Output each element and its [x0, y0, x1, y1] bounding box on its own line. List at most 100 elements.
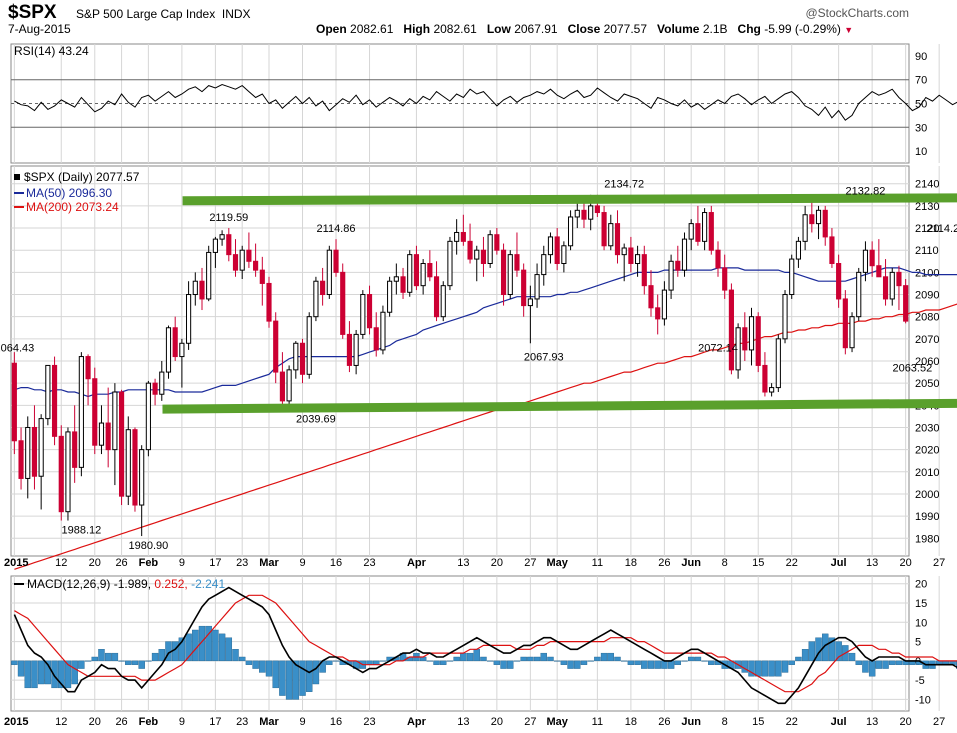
candle-body	[112, 391, 118, 451]
date-axis-label: 18	[625, 557, 637, 569]
macd-line	[13, 586, 957, 705]
candle-body	[413, 254, 420, 287]
candle-body	[903, 285, 909, 322]
candle	[145, 380, 151, 457]
date-axis-label: 20	[491, 716, 503, 728]
price-tick-label: 2000	[915, 489, 939, 501]
date-axis-label: 2015	[4, 557, 28, 569]
candle-body	[702, 212, 708, 242]
macd-histogram-bar	[801, 649, 809, 662]
candle-body	[628, 247, 634, 264]
macd-tick-label: 20	[915, 579, 927, 591]
brand-link[interactable]: @StockCharts.com	[805, 6, 909, 20]
candle	[179, 338, 185, 388]
candle-body	[165, 327, 172, 373]
macd-histogram-bar	[533, 656, 541, 662]
macd-histogram-bar	[527, 656, 534, 662]
candle-body	[467, 240, 473, 260]
candle-body	[695, 223, 701, 242]
macd-histogram-bar	[761, 660, 769, 677]
rsi-tick-label: 10	[915, 146, 927, 158]
candle-body	[380, 311, 386, 351]
candle	[836, 254, 842, 308]
macd-histogram-bar	[158, 649, 165, 662]
ma200-legend: MA(200) 2073.24	[26, 200, 119, 214]
candle	[51, 356, 58, 446]
candle-body	[360, 294, 366, 335]
candle	[507, 250, 513, 299]
candle	[554, 228, 560, 271]
date-axis-label: 9	[299, 716, 305, 728]
macd-histogram-bar	[24, 660, 31, 689]
macd-histogram-bar	[292, 660, 300, 700]
candle-body	[239, 249, 245, 271]
macd-histogram-bar	[708, 660, 715, 665]
candle	[695, 205, 701, 246]
candle-body	[393, 276, 399, 282]
candle	[346, 321, 353, 373]
date-axis-label: Mar	[259, 716, 279, 728]
macd-histogram-bar	[641, 660, 648, 669]
candle-body	[65, 431, 71, 513]
date-axis-label: 9	[179, 557, 185, 569]
rsi-legend: RSI(14) 43.24	[14, 44, 89, 58]
candle	[728, 283, 734, 375]
macd-histogram-bar	[218, 633, 226, 662]
price-annotation: 2134.72	[604, 179, 644, 191]
price-annotation: 2114.86	[317, 223, 356, 235]
macd-histogram-bar	[741, 660, 749, 673]
candle	[440, 281, 446, 322]
macd-histogram-bar	[78, 660, 85, 669]
quote-date: 7-Aug-2015	[8, 22, 71, 36]
candle	[842, 290, 848, 355]
candle	[373, 312, 379, 357]
candle-body	[856, 271, 862, 318]
candle-body	[440, 285, 446, 318]
macd-histogram-bar	[587, 660, 594, 662]
macd-histogram-bar	[748, 660, 755, 677]
date-axis-label: 27	[933, 716, 945, 728]
candle-body	[507, 254, 513, 296]
candle-body	[273, 320, 279, 373]
macd-histogram-bar	[889, 660, 896, 665]
date-axis-label: 2015	[4, 716, 28, 728]
candle-body	[581, 209, 587, 220]
candle	[829, 228, 835, 268]
candle	[186, 281, 192, 350]
candle-body	[18, 440, 24, 479]
price-annotation: 2064.43	[0, 343, 34, 355]
candle	[98, 405, 105, 455]
candle-body	[541, 254, 547, 276]
macd-histogram-bar	[299, 660, 306, 696]
candle	[366, 285, 373, 335]
candle	[400, 267, 406, 299]
candle	[420, 259, 426, 295]
price-tick-label: 1990	[915, 511, 939, 523]
date-axis-label: 20	[491, 557, 503, 569]
candle-body	[762, 364, 768, 393]
candle-body	[31, 426, 38, 477]
price-tick-label: 2020	[915, 445, 939, 457]
macd-histogram-bar	[71, 660, 78, 685]
candle	[286, 365, 292, 408]
price-tick-label: 2050	[915, 378, 939, 390]
macd-legend: MACD(12,26,9) -1.989, 0.252, -2.241	[27, 577, 225, 591]
date-axis-label: 12	[55, 557, 67, 569]
macd-histogram-bar	[627, 660, 635, 665]
candle-body	[621, 247, 627, 256]
candle-body	[675, 260, 681, 271]
candle	[25, 416, 31, 499]
candle	[527, 285, 533, 344]
date-axis-label: 16	[330, 557, 342, 569]
macd-histogram-bar	[694, 656, 702, 662]
macd-histogram-bar	[486, 660, 494, 662]
macd-histogram-bar	[480, 656, 487, 662]
candle	[18, 427, 24, 490]
macd-histogram-bar	[306, 660, 313, 692]
candle-body	[574, 209, 580, 218]
candle-body	[594, 205, 600, 214]
candle-body	[614, 223, 621, 256]
open-label: Open	[316, 22, 347, 36]
candle	[447, 236, 453, 291]
macd-histogram-bar	[895, 660, 903, 665]
